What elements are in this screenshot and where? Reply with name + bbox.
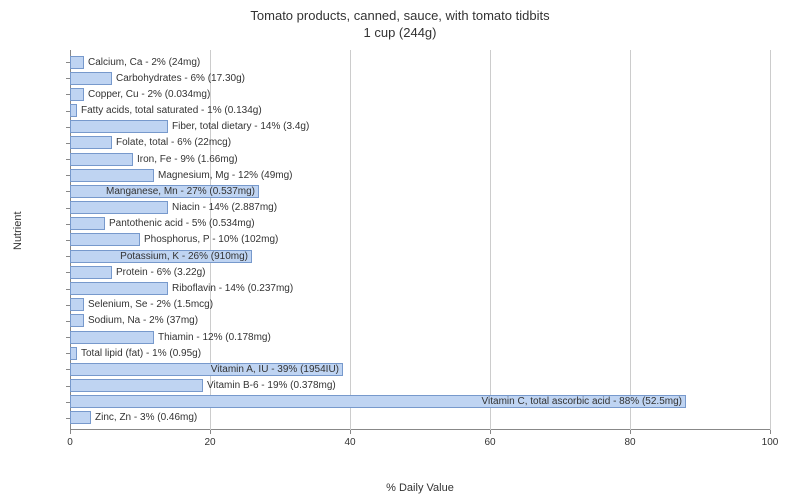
bar-row: Manganese, Mn - 27% (0.537mg)	[70, 184, 770, 198]
title-line-2: 1 cup (244g)	[364, 25, 437, 40]
bar-row: Copper, Cu - 2% (0.034mg)	[70, 87, 770, 101]
bar-label: Fatty acids, total saturated - 1% (0.134…	[81, 104, 262, 117]
x-tick-label: 20	[204, 437, 215, 448]
bar	[70, 347, 77, 360]
bar-label: Selenium, Se - 2% (1.5mcg)	[88, 298, 213, 311]
x-tick	[630, 430, 631, 434]
bar-row: Potassium, K - 26% (910mg)	[70, 249, 770, 263]
bar-label: Vitamin B-6 - 19% (0.378mg)	[207, 379, 336, 392]
title-line-1: Tomato products, canned, sauce, with tom…	[250, 8, 549, 23]
bar-label: Total lipid (fat) - 1% (0.95g)	[81, 347, 201, 360]
bar-label: Calcium, Ca - 2% (24mg)	[88, 56, 200, 69]
bars-group: Calcium, Ca - 2% (24mg) Carbohydrates - 6…	[70, 54, 770, 426]
bar-row: Zinc, Zn - 3% (0.46mg)	[70, 411, 770, 425]
bar	[70, 282, 168, 295]
bar	[70, 233, 140, 246]
nutrient-chart: Tomato products, canned, sauce, with tom…	[0, 0, 800, 500]
x-tick-label: 40	[344, 437, 355, 448]
bar-row: Fatty acids, total saturated - 1% (0.134…	[70, 104, 770, 118]
bar-label: Iron, Fe - 9% (1.66mg)	[137, 153, 238, 166]
bar-row: Riboflavin - 14% (0.237mg)	[70, 281, 770, 295]
y-axis-label: Nutrient	[12, 211, 24, 250]
bar	[70, 72, 112, 85]
bar	[70, 153, 133, 166]
bar-label: Protein - 6% (3.22g)	[116, 266, 206, 279]
bar-row: Protein - 6% (3.22g)	[70, 265, 770, 279]
bar-row: Iron, Fe - 9% (1.66mg)	[70, 152, 770, 166]
bar-label: Copper, Cu - 2% (0.034mg)	[88, 88, 210, 101]
bar-label: Magnesium, Mg - 12% (49mg)	[158, 169, 293, 182]
bar-label: Riboflavin - 14% (0.237mg)	[172, 282, 293, 295]
bar-label: Manganese, Mn - 27% (0.537mg)	[106, 185, 255, 198]
x-tick	[490, 430, 491, 434]
bar	[70, 104, 77, 117]
x-tick	[70, 430, 71, 434]
plot-area: 020406080100 Calcium, Ca - 2% (24mg)Carb…	[70, 50, 770, 450]
bar	[70, 217, 105, 230]
bar	[70, 136, 112, 149]
bar	[70, 120, 168, 133]
bar-row: Niacin - 14% (2.887mg)	[70, 201, 770, 215]
bar	[70, 169, 154, 182]
bar-row: Thiamin - 12% (0.178mg)	[70, 330, 770, 344]
bar-row: Selenium, Se - 2% (1.5mcg)	[70, 298, 770, 312]
bar-row: Vitamin A, IU - 39% (1954IU)	[70, 362, 770, 376]
x-tick-label: 0	[67, 437, 73, 448]
bar	[70, 201, 168, 214]
bar-row: Fiber, total dietary - 14% (3.4g)	[70, 120, 770, 134]
bar-label: Folate, total - 6% (22mcg)	[116, 136, 231, 149]
x-axis-line	[70, 429, 770, 430]
bar-row: Carbohydrates - 6% (17.30g)	[70, 71, 770, 85]
bar-row: Phosphorus, P - 10% (102mg)	[70, 233, 770, 247]
x-tick	[350, 430, 351, 434]
bar	[70, 298, 84, 311]
bar	[70, 331, 154, 344]
bar-row: Sodium, Na - 2% (37mg)	[70, 314, 770, 328]
bar-label: Pantothenic acid - 5% (0.534mg)	[109, 217, 255, 230]
bar-label: Vitamin A, IU - 39% (1954IU)	[211, 363, 339, 376]
bar	[70, 379, 203, 392]
bar-label: Niacin - 14% (2.887mg)	[172, 201, 277, 214]
bar	[70, 266, 112, 279]
bar-row: Folate, total - 6% (22mcg)	[70, 136, 770, 150]
bar-label: Phosphorus, P - 10% (102mg)	[144, 233, 278, 246]
x-tick-label: 80	[624, 437, 635, 448]
bar-label: Zinc, Zn - 3% (0.46mg)	[95, 411, 197, 424]
bar	[70, 88, 84, 101]
grid-line	[770, 50, 771, 430]
bar-label: Fiber, total dietary - 14% (3.4g)	[172, 120, 309, 133]
bar-label: Carbohydrates - 6% (17.30g)	[116, 72, 245, 85]
bar-row: Magnesium, Mg - 12% (49mg)	[70, 168, 770, 182]
bar-row: Vitamin C, total ascorbic acid - 88% (52…	[70, 395, 770, 409]
x-tick-label: 100	[762, 437, 779, 448]
bar	[70, 314, 84, 327]
bar-label: Thiamin - 12% (0.178mg)	[158, 331, 271, 344]
bar	[70, 411, 91, 424]
x-tick	[210, 430, 211, 434]
bar-row: Pantothenic acid - 5% (0.534mg)	[70, 217, 770, 231]
bar-row: Vitamin B-6 - 19% (0.378mg)	[70, 379, 770, 393]
bar	[70, 56, 84, 69]
x-tick	[770, 430, 771, 434]
bar-label: Vitamin C, total ascorbic acid - 88% (52…	[482, 395, 682, 408]
bar-label: Potassium, K - 26% (910mg)	[120, 250, 248, 263]
x-tick-label: 60	[484, 437, 495, 448]
x-axis-label: % Daily Value	[70, 482, 770, 494]
bar-row: Total lipid (fat) - 1% (0.95g)	[70, 346, 770, 360]
bar-label: Sodium, Na - 2% (37mg)	[88, 314, 198, 327]
chart-title: Tomato products, canned, sauce, with tom…	[0, 0, 800, 42]
bar-row: Calcium, Ca - 2% (24mg)	[70, 55, 770, 69]
